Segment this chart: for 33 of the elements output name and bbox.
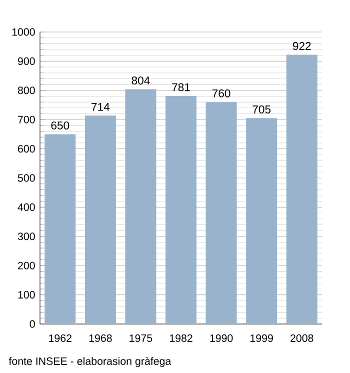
data-label: 781: [172, 83, 190, 92]
bar: [246, 118, 278, 324]
y-tick-label: 800: [18, 86, 35, 94]
data-label: 705: [252, 105, 271, 114]
y-tick-label: 900: [18, 57, 35, 65]
x-tick-label: 1968: [89, 334, 112, 342]
y-tick-label: 100: [18, 291, 35, 299]
y-tick-label: 600: [18, 145, 35, 153]
y-tick-label: 0: [30, 320, 35, 328]
data-label: 760: [212, 89, 230, 98]
y-tick-label: 300: [18, 232, 35, 240]
x-tick-label: 1975: [130, 334, 152, 342]
y-tick-label: 700: [18, 116, 35, 124]
bar: [125, 89, 156, 324]
x-tick-label: 1962: [49, 334, 72, 342]
data-label: 650: [51, 121, 70, 130]
data-label: 922: [292, 42, 311, 50]
y-tick-label: 1000: [12, 28, 35, 36]
bar: [44, 134, 76, 324]
data-label: 804: [132, 76, 150, 85]
bar: [84, 116, 116, 324]
x-tick-label: 1999: [250, 334, 273, 342]
bar: [166, 96, 196, 324]
y-tick-label: 200: [18, 262, 35, 270]
x-tick-label: 1982: [170, 334, 192, 342]
x-tick-label: 2008: [290, 334, 314, 342]
bar: [206, 102, 237, 324]
data-label: 714: [92, 102, 110, 111]
x-tick-label: 1990: [210, 334, 233, 342]
bar: [286, 54, 318, 324]
y-tick-label: 400: [18, 203, 35, 211]
y-tick-label: 500: [18, 174, 35, 182]
source-note: fonte INSEE - elaborasion gràfega: [8, 356, 172, 368]
